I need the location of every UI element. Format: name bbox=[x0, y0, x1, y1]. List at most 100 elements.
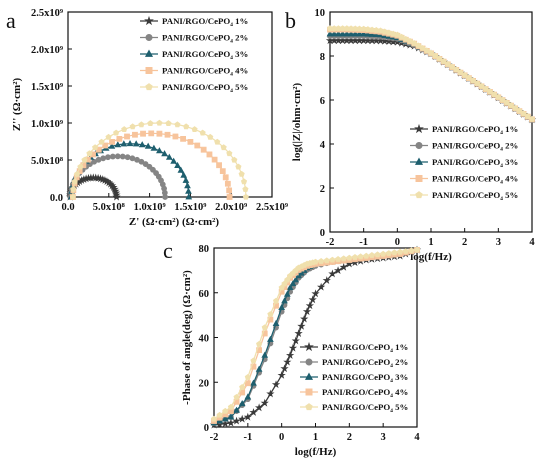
data-point bbox=[297, 321, 306, 330]
data-point bbox=[226, 418, 236, 427]
data-point bbox=[200, 146, 207, 153]
data-point bbox=[328, 269, 337, 278]
data-point bbox=[249, 408, 258, 416]
data-point bbox=[339, 30, 346, 37]
y-tick-label: 6 bbox=[320, 96, 325, 107]
data-point bbox=[312, 258, 319, 265]
data-point bbox=[272, 319, 280, 326]
data-point bbox=[132, 131, 138, 138]
data-point bbox=[244, 380, 251, 387]
legend-entry: PANI/RGO/CePO₄ 1% bbox=[322, 342, 408, 352]
x-tick-label: 1.5x10⁹ bbox=[174, 202, 206, 213]
data-point bbox=[499, 96, 506, 103]
data-point bbox=[224, 180, 231, 187]
x-tick-label: -1 bbox=[243, 432, 252, 443]
data-point bbox=[278, 303, 286, 311]
data-point bbox=[126, 139, 134, 147]
data-point bbox=[177, 166, 185, 173]
data-point bbox=[486, 88, 493, 95]
data-point bbox=[238, 400, 246, 407]
x-tick-label: 0 bbox=[279, 432, 284, 443]
legend-marker bbox=[145, 83, 153, 91]
data-point bbox=[138, 141, 146, 148]
data-point bbox=[162, 194, 169, 200]
y-tick-label: 8 bbox=[320, 52, 325, 63]
data-point bbox=[461, 71, 468, 78]
data-point bbox=[277, 370, 286, 379]
data-point bbox=[150, 144, 158, 151]
data-point bbox=[226, 150, 233, 157]
data-point bbox=[144, 142, 152, 149]
data-point bbox=[283, 357, 292, 366]
legend-entry: PANI/RGO/CePO₄ 3% bbox=[162, 49, 248, 59]
data-point bbox=[524, 113, 531, 119]
data-point bbox=[261, 324, 268, 331]
data-point bbox=[77, 163, 84, 170]
x-tick-label: 2 bbox=[462, 237, 467, 248]
series-line bbox=[213, 249, 418, 424]
data-point bbox=[244, 374, 251, 380]
data-point bbox=[411, 40, 418, 46]
series-line bbox=[330, 33, 533, 121]
data-point bbox=[239, 389, 246, 396]
legend-marker bbox=[304, 341, 314, 352]
data-point bbox=[368, 252, 375, 258]
y-tick-label: 0.0 bbox=[50, 193, 63, 204]
data-point bbox=[120, 140, 128, 147]
data-point bbox=[124, 154, 131, 161]
legend-entry: PANI/RGO/CePO₄ 1% bbox=[432, 124, 518, 134]
data-point bbox=[528, 115, 536, 122]
data-point bbox=[385, 250, 392, 256]
data-point bbox=[413, 246, 421, 253]
data-point bbox=[148, 130, 155, 137]
data-point bbox=[305, 301, 314, 310]
data-point bbox=[381, 28, 388, 35]
legend-entry: PANI/RGO/CePO₄ 5% bbox=[322, 402, 408, 412]
data-point bbox=[444, 60, 451, 67]
data-point bbox=[222, 407, 229, 414]
data-point bbox=[254, 403, 264, 412]
data-point bbox=[239, 383, 246, 390]
data-point bbox=[376, 36, 385, 45]
data-point bbox=[280, 364, 289, 373]
legend-marker bbox=[415, 175, 423, 182]
data-point bbox=[347, 30, 355, 37]
data-point bbox=[440, 58, 447, 65]
data-point bbox=[397, 248, 404, 255]
x-tick-label: 1.0x10⁹ bbox=[134, 202, 166, 213]
series-line bbox=[330, 35, 533, 121]
data-point bbox=[318, 258, 325, 264]
data-point bbox=[210, 415, 218, 422]
x-tick-label: 1 bbox=[313, 432, 318, 443]
data-point bbox=[86, 150, 93, 157]
data-point bbox=[283, 290, 291, 297]
data-point bbox=[491, 91, 498, 97]
data-point bbox=[427, 49, 435, 56]
data-point bbox=[285, 351, 295, 359]
data-point bbox=[222, 174, 229, 181]
data-point bbox=[256, 340, 263, 347]
data-point bbox=[340, 255, 347, 262]
data-point bbox=[235, 163, 242, 170]
data-point bbox=[216, 411, 223, 418]
data-point bbox=[165, 153, 173, 160]
x-tick-label: 2.5x10⁹ bbox=[256, 202, 288, 213]
data-point bbox=[281, 297, 288, 304]
data-point bbox=[129, 123, 136, 130]
legend-entry: PANI/RGO/CePO₄ 1% bbox=[162, 16, 248, 26]
data-point bbox=[482, 85, 489, 92]
data-point bbox=[184, 182, 191, 189]
data-point bbox=[140, 130, 146, 137]
data-point bbox=[495, 93, 502, 100]
data-point bbox=[207, 133, 214, 140]
data-point bbox=[240, 178, 248, 185]
data-point bbox=[516, 107, 523, 114]
data-point bbox=[74, 170, 81, 177]
data-point bbox=[250, 357, 257, 364]
legend-entry: PANI/RGO/CePO₄ 4% bbox=[432, 174, 518, 184]
legend-marker bbox=[305, 403, 313, 411]
legend-marker bbox=[305, 358, 313, 366]
series-line bbox=[213, 249, 418, 424]
data-point bbox=[432, 52, 439, 59]
